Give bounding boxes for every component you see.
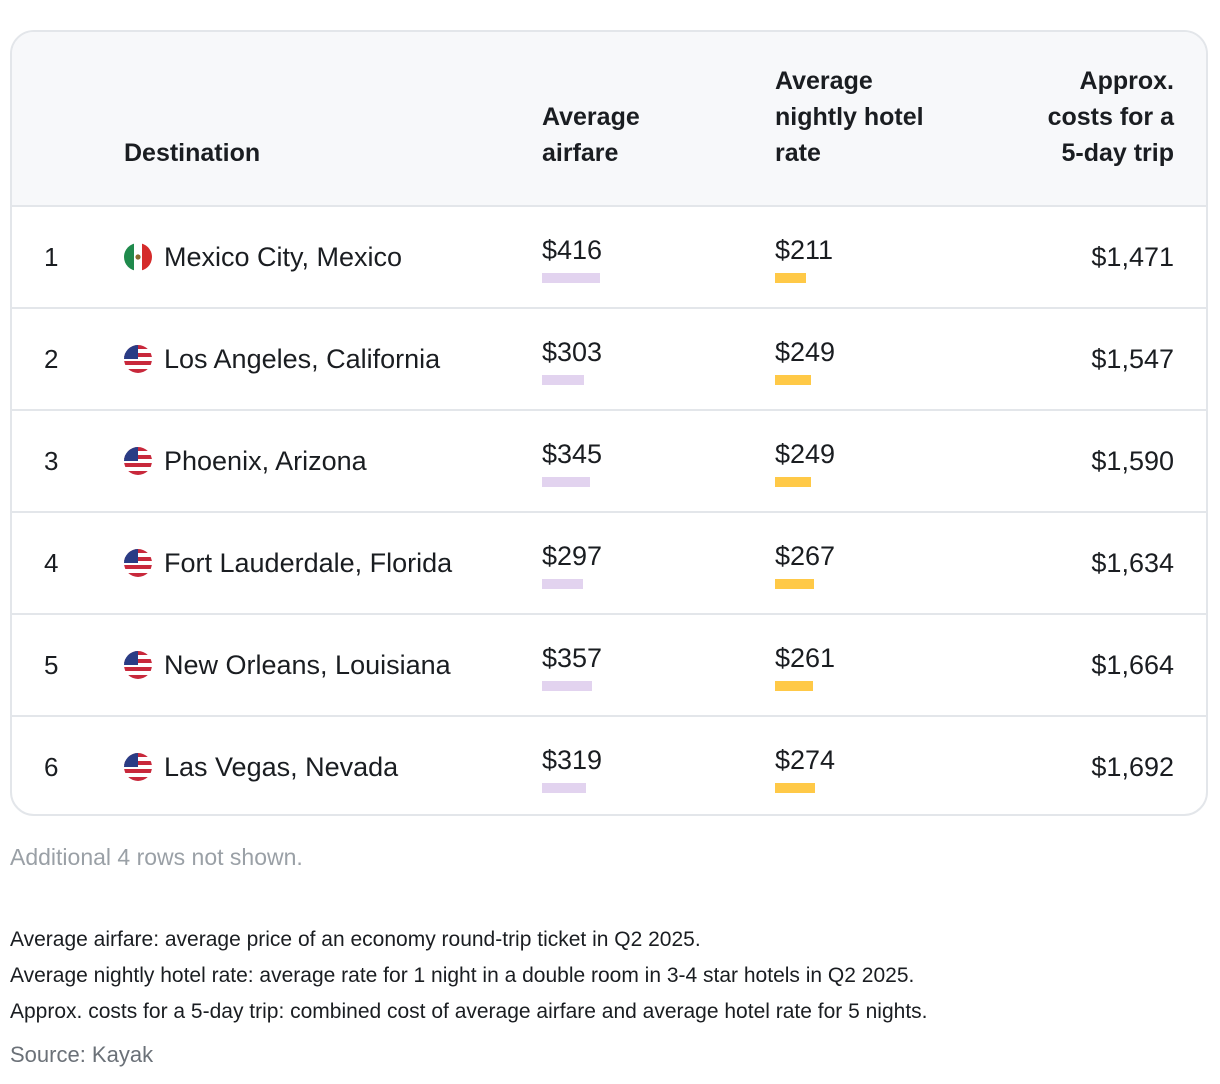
usa-flag-icon bbox=[124, 549, 152, 577]
hotel-rate-cell: $249 bbox=[775, 337, 836, 367]
usa-flag-icon bbox=[124, 753, 152, 781]
trip-cost-cell: $1,590 bbox=[1091, 446, 1174, 476]
table-row: 6 Las Vegas, Nevada $319 $274 $1,692 bbox=[12, 717, 1206, 814]
hotel-rate-bar bbox=[775, 273, 806, 283]
table-row: 1 Mexico City, Mexico $416 $211 $1,471 bbox=[12, 207, 1206, 309]
trip-cost-cell: $1,471 bbox=[1091, 242, 1174, 272]
header-trip-cost: Approx. costs for a 5-day trip bbox=[974, 63, 1174, 171]
rank-cell: 1 bbox=[44, 242, 59, 272]
airfare-cell: $319 bbox=[542, 745, 603, 775]
airfare-cell: $416 bbox=[542, 235, 603, 265]
trip-cost-cell: $1,692 bbox=[1091, 752, 1174, 782]
rows-hidden-note: Additional 4 rows not shown. bbox=[10, 844, 303, 870]
header-hotel-line: Average bbox=[775, 67, 873, 95]
destination-cell: New Orleans, Louisiana bbox=[164, 650, 451, 680]
hotel-rate-cell: $267 bbox=[775, 541, 836, 571]
hotel-rate-bar bbox=[775, 681, 813, 691]
usa-flag-icon bbox=[124, 345, 152, 373]
hotel-rate-cell: $274 bbox=[775, 745, 836, 775]
destination-cell: Phoenix, Arizona bbox=[164, 446, 367, 476]
airfare-bar bbox=[542, 783, 586, 793]
destination-cell: Fort Lauderdale, Florida bbox=[164, 548, 453, 578]
rank-cell: 4 bbox=[44, 548, 59, 578]
header-airfare-line: Average bbox=[542, 103, 640, 131]
hotel-rate-bar bbox=[775, 477, 811, 487]
footnote-trip-cost: Approx. costs for a 5-day trip: combined… bbox=[10, 1000, 928, 1023]
table-header: Destination Average airfare Average nigh… bbox=[12, 32, 1206, 207]
hotel-rate-cell: $261 bbox=[775, 643, 836, 673]
trip-cost-cell: $1,634 bbox=[1091, 548, 1174, 578]
table-row: 5 New Orleans, Louisiana $357 $261 $1,66… bbox=[12, 615, 1206, 717]
table-row: 4 Fort Lauderdale, Florida $297 $267 $1,… bbox=[12, 513, 1206, 615]
airfare-bar bbox=[542, 579, 583, 589]
header-destination: Destination bbox=[124, 139, 261, 167]
trip-cost-cell: $1,664 bbox=[1091, 650, 1174, 680]
usa-flag-icon bbox=[124, 651, 152, 679]
hotel-rate-cell: $211 bbox=[775, 235, 834, 265]
destination-cell: Mexico City, Mexico bbox=[164, 242, 403, 272]
header-cost-line: costs for a bbox=[1047, 103, 1174, 131]
hotel-rate-bar bbox=[775, 783, 815, 793]
source-note: Source: Kayak bbox=[10, 1042, 154, 1067]
header-airfare-line: airfare bbox=[542, 139, 619, 167]
airfare-cell: $297 bbox=[542, 541, 603, 571]
header-airfare: Average airfare bbox=[542, 99, 742, 171]
airfare-cell: $357 bbox=[542, 643, 603, 673]
trip-cost-cell: $1,547 bbox=[1091, 344, 1174, 374]
footnote-airfare: Average airfare: average price of an eco… bbox=[10, 928, 701, 951]
airfare-bar bbox=[542, 477, 590, 487]
header-hotel-line: rate bbox=[775, 139, 821, 167]
airfare-bar bbox=[542, 375, 584, 385]
header-cost-line: Approx. bbox=[1079, 67, 1174, 95]
header-cost-line: 5-day trip bbox=[1061, 139, 1174, 167]
header-hotel-line: nightly hotel bbox=[775, 103, 924, 131]
data-table: Destination Average airfare Average nigh… bbox=[10, 30, 1208, 816]
footnote-hotel-rate: Average nightly hotel rate: average rate… bbox=[10, 964, 915, 987]
table-row: 2 Los Angeles, California $303 $249 $1,5… bbox=[12, 309, 1206, 411]
rank-cell: 5 bbox=[44, 650, 59, 680]
hotel-rate-bar bbox=[775, 579, 814, 589]
airfare-cell: $345 bbox=[542, 439, 603, 469]
table-row: 3 Phoenix, Arizona $345 $249 $1,590 bbox=[12, 411, 1206, 513]
airfare-bar bbox=[542, 681, 592, 691]
destination-cell: Las Vegas, Nevada bbox=[164, 752, 399, 782]
rank-cell: 2 bbox=[44, 344, 59, 374]
rank-cell: 6 bbox=[44, 752, 59, 782]
airfare-cell: $303 bbox=[542, 337, 603, 367]
usa-flag-icon bbox=[124, 447, 152, 475]
hotel-rate-cell: $249 bbox=[775, 439, 836, 469]
header-hotel-rate: Average nightly hotel rate bbox=[775, 63, 975, 171]
airfare-bar bbox=[542, 273, 600, 283]
mexico-flag-icon bbox=[124, 243, 152, 271]
destination-cell: Los Angeles, California bbox=[164, 344, 441, 374]
hotel-rate-bar bbox=[775, 375, 811, 385]
rank-cell: 3 bbox=[44, 446, 59, 476]
